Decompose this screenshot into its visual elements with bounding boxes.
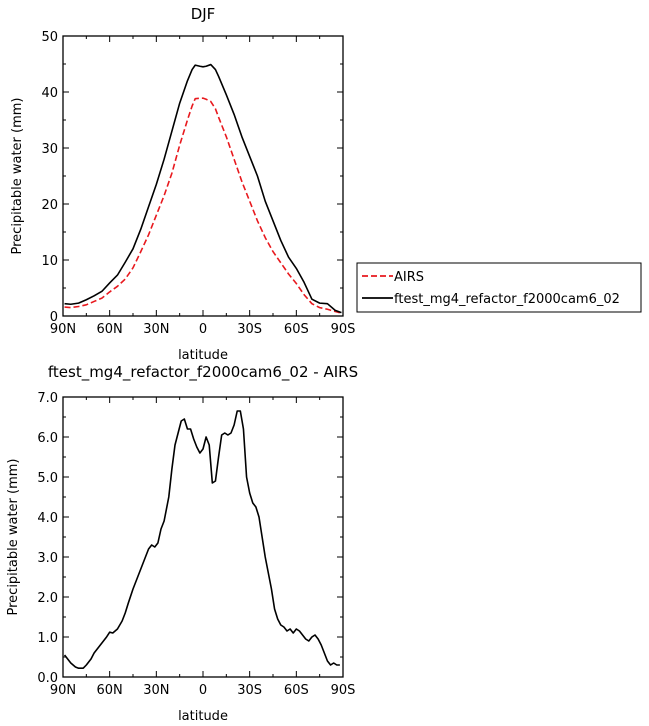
top-title: DJF xyxy=(191,5,216,23)
top-xlabel: latitude xyxy=(178,348,228,363)
bottom-series-lines xyxy=(63,410,340,669)
top-series-line-0 xyxy=(64,97,342,314)
bottom-xtick-label: 60S xyxy=(284,683,309,698)
top-axes: 90N 60N 30N 0 30S 60S 90S 0 10 20 30 40 50 xyxy=(41,30,355,337)
top-xtick-label: 30S xyxy=(237,322,262,337)
top-ytick-label: 10 xyxy=(41,254,58,269)
legend-label-model: ftest_mg4_refactor_f2000cam6_02 xyxy=(394,292,620,307)
panel-top: DJF 90N 60N 30N 0 30S 60S 90S 0 10 20 30 40 50 latit… xyxy=(10,5,642,363)
legend-box xyxy=(356,262,642,313)
bottom-ytick-label: 6.0 xyxy=(37,431,58,446)
top-xtick-label: 60N xyxy=(97,322,123,337)
top-xtick-label: 90S xyxy=(331,322,356,337)
top-ytick-label: 0 xyxy=(50,310,58,325)
bottom-ytick-label: 5.0 xyxy=(37,471,58,486)
bottom-axes: 90N 60N 30N 0 30S 60S 90S 0.0 1.0 2.0 3.0 4.0 5.0 6.0… xyxy=(37,391,355,698)
legend-label-airs: AIRS xyxy=(394,270,424,285)
bottom-xtick-label: 30N xyxy=(143,683,169,698)
bottom-xtick-label: 30S xyxy=(237,683,262,698)
bottom-ylabel: Precipitable water (mm) xyxy=(6,459,21,616)
top-ytick-label: 20 xyxy=(41,198,58,213)
top-plot-frame xyxy=(62,35,344,317)
bottom-xtick-label: 90N xyxy=(50,683,76,698)
bottom-ytick-label: 3.0 xyxy=(37,551,58,566)
top-ytick-label: 30 xyxy=(41,142,58,157)
bottom-ytick-label: 1.0 xyxy=(37,631,58,646)
top-xtick-label: 30N xyxy=(143,322,169,337)
bottom-xtick-label: 90S xyxy=(331,683,356,698)
bottom-ytick-label: 0.0 xyxy=(37,671,58,686)
top-xtick-label: 60S xyxy=(284,322,309,337)
bottom-plot-frame xyxy=(62,396,344,678)
top-ylabel: Precipitable water (mm) xyxy=(10,98,25,255)
bottom-series-line-0 xyxy=(63,410,340,669)
bottom-ytick-label: 4.0 xyxy=(37,511,58,526)
bottom-xtick-label: 60N xyxy=(97,683,123,698)
top-series-line-1 xyxy=(64,63,342,314)
top-xtick-label: 0 xyxy=(199,322,207,337)
top-series-lines xyxy=(64,63,342,314)
top-legend: AIRS ftest_mg4_refactor_f2000cam6_02 xyxy=(356,262,642,313)
top-ytick-label: 40 xyxy=(41,86,58,101)
bottom-title: ftest_mg4_refactor_f2000cam6_02 - AIRS xyxy=(48,363,358,382)
bottom-xlabel: latitude xyxy=(178,709,228,724)
top-ytick-label: 50 xyxy=(41,30,58,45)
bottom-xtick-label: 0 xyxy=(199,683,207,698)
top-xtick-label: 90N xyxy=(50,322,76,337)
bottom-ytick-label: 2.0 xyxy=(37,591,58,606)
bottom-ytick-label: 7.0 xyxy=(37,391,58,406)
panel-bottom: ftest_mg4_refactor_f2000cam6_02 - AIRS 9… xyxy=(6,363,358,724)
